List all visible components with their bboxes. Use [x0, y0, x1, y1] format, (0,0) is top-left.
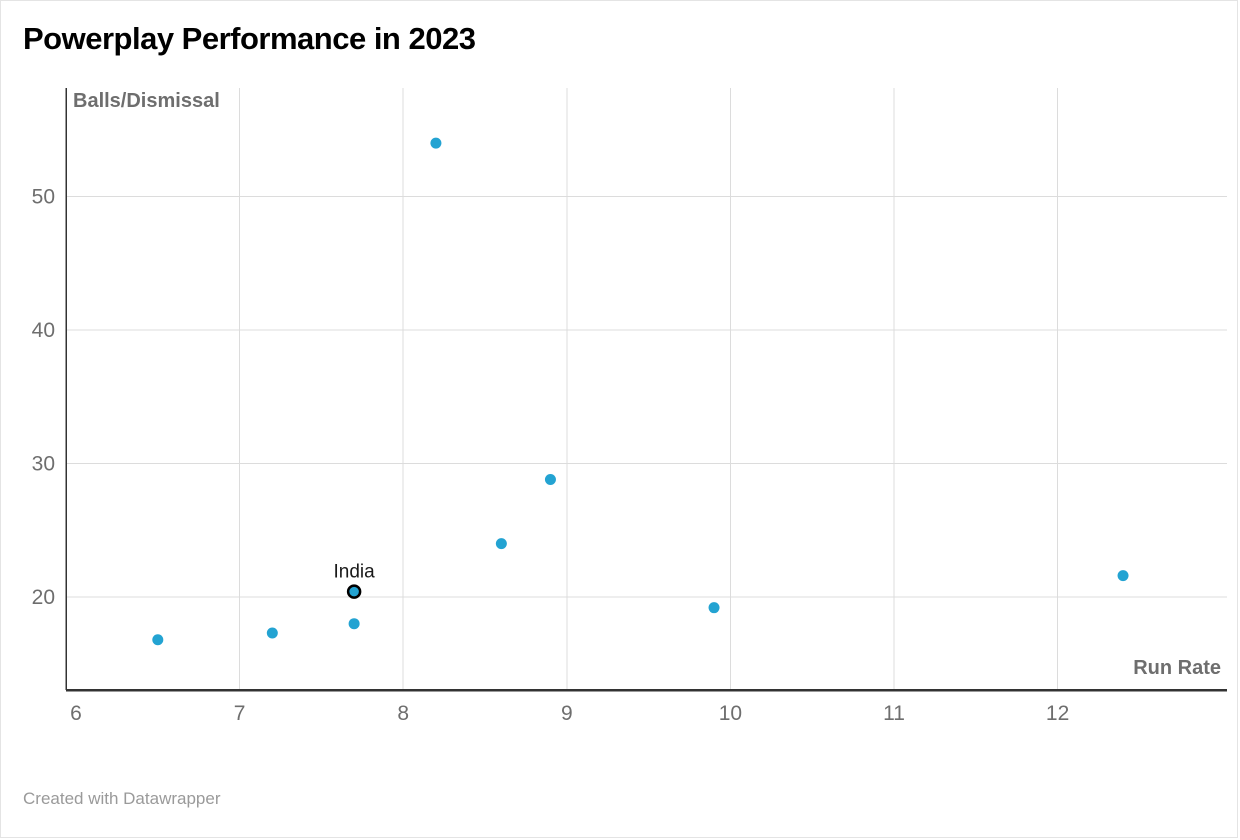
x-tick-label: 12	[1046, 702, 1069, 725]
y-tick-label: 50	[32, 186, 55, 209]
x-tick-label: 11	[883, 702, 905, 725]
data-point[interactable]	[544, 474, 556, 486]
x-axis-title: Run Rate	[1133, 657, 1221, 679]
attribution-link[interactable]: Created with Datawrapper	[23, 789, 221, 808]
x-tick-label: 9	[561, 702, 573, 725]
data-point[interactable]	[430, 137, 442, 149]
x-tick-label: 10	[719, 702, 742, 725]
data-point[interactable]	[348, 618, 360, 630]
y-axis-title: Balls/Dismissal	[73, 90, 220, 112]
data-point[interactable]	[266, 627, 278, 639]
data-point[interactable]	[495, 538, 507, 550]
x-tick-label: 6	[70, 702, 82, 725]
data-point[interactable]	[708, 602, 720, 614]
data-point-india[interactable]	[346, 584, 362, 599]
scatter-chart: 20 30 40 50 6 7 8 9 10 11 12 Balls/Dismissal Run Rat…	[32, 88, 1227, 725]
point-annotation: India	[334, 562, 376, 583]
data-point[interactable]	[152, 634, 164, 646]
data-point[interactable]	[1117, 570, 1129, 582]
y-tick-label: 40	[32, 319, 55, 342]
chart-title: Powerplay Performance in 2023	[23, 21, 476, 56]
plot-area: 20 30 40 50 6 7 8 9 10 11 12 Balls/Dismissal Run Rat…	[1, 85, 1237, 752]
y-tick-label: 30	[32, 453, 55, 476]
x-tick-label: 7	[234, 702, 246, 725]
y-tick-label: 20	[32, 586, 55, 609]
x-tick-label: 8	[397, 702, 409, 725]
